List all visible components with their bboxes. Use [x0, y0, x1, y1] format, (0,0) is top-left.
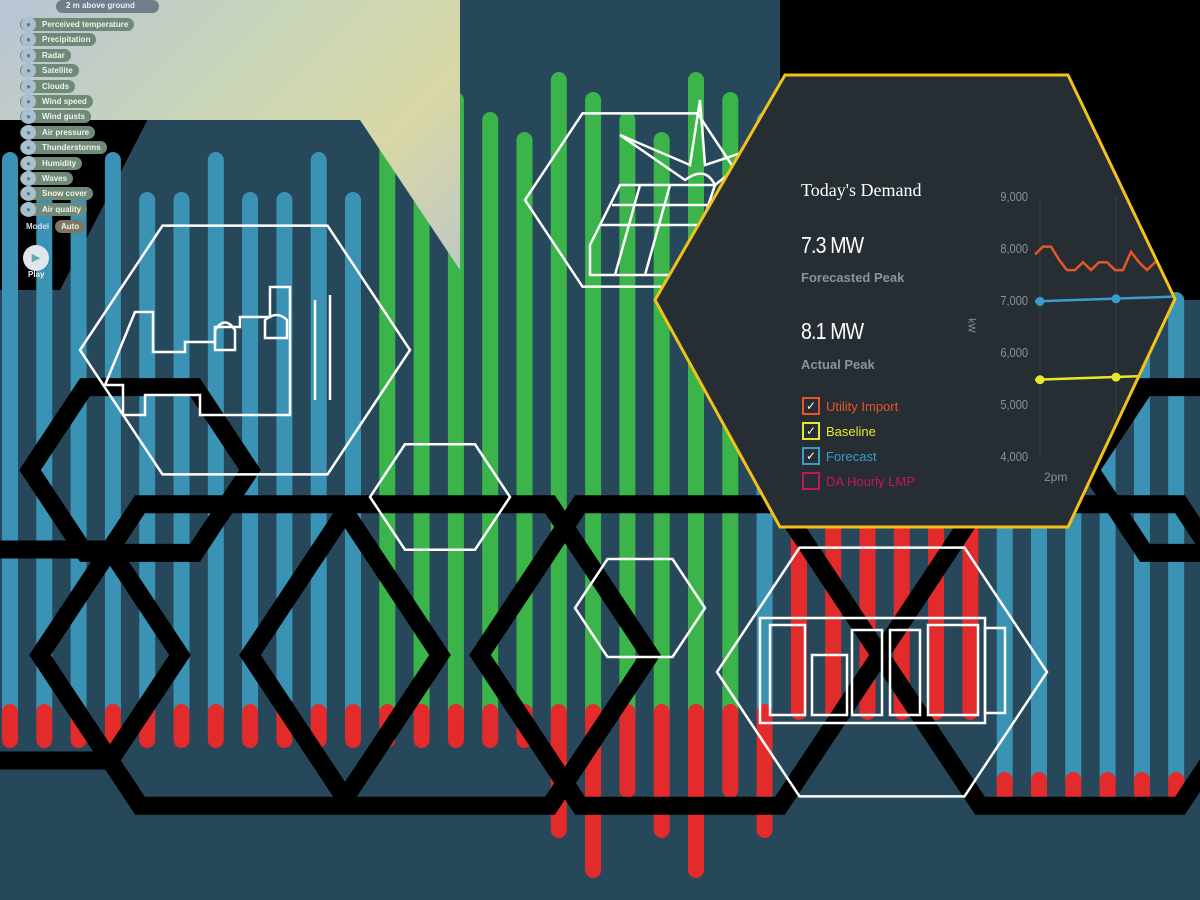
layer-icon: ● — [21, 186, 36, 202]
layer-item[interactable]: ● Air pressure — [20, 124, 96, 140]
layer-label: Waves — [42, 174, 68, 183]
layer-label: Wind gusts — [42, 112, 86, 122]
layer-item[interactable]: ● Humidity — [20, 155, 83, 171]
layer-icon: ● — [21, 63, 36, 79]
series-line — [1034, 294, 1176, 303]
layer-label: Precipitation — [42, 35, 91, 45]
layer-label: Clouds — [42, 81, 70, 91]
layer-item[interactable]: ● Perceived temperature — [20, 17, 135, 32]
layer-icon: ● — [21, 109, 36, 125]
layer-item[interactable]: ● Snow cover — [20, 186, 93, 202]
layer-icon: ● — [21, 201, 36, 217]
model-label: Model — [26, 222, 50, 231]
layer-label: Radar — [42, 50, 65, 60]
layer-icon: ● — [21, 140, 36, 156]
outline-hexagon — [715, 546, 1049, 798]
layer-item[interactable]: ● Waves — [20, 171, 74, 186]
layer-icon: ● — [21, 171, 36, 186]
outline-hexagon — [368, 443, 512, 551]
layer-item[interactable]: ● Wind speed — [20, 94, 93, 109]
layer-item[interactable]: ● Air quality — [20, 201, 88, 217]
layer-label: Air quality — [42, 204, 82, 214]
layer-icon: ● — [21, 78, 36, 94]
layer-item[interactable]: ● Precipitation — [20, 32, 97, 48]
layer-label: Humidity — [42, 158, 77, 168]
layer-icon: ● — [21, 32, 36, 48]
outline-hexagon — [573, 557, 707, 659]
layer-icon: ● — [21, 47, 36, 63]
layer-label: Perceived temperature — [42, 20, 129, 29]
weather-layer-menu: 2 m above ground ● Perceived temperature ●… — [0, 0, 460, 300]
layer-label: Air pressure — [42, 127, 90, 137]
layer-icon: ● — [21, 17, 36, 32]
layer-icon: ● — [21, 155, 36, 171]
layer-item[interactable]: ● Clouds — [20, 78, 76, 94]
series-line — [1034, 245, 1171, 272]
play-button[interactable]: ▶ — [23, 245, 49, 271]
model-select[interactable]: Auto — [55, 220, 86, 233]
layer-item[interactable]: ● Radar — [20, 47, 71, 63]
layer-icon: ● — [21, 124, 36, 140]
generator-icon — [103, 285, 332, 417]
layer-item[interactable]: ● Satellite — [20, 63, 79, 79]
honeycomb-cell — [869, 495, 1200, 815]
layer-label: Thunderstorms — [42, 143, 101, 153]
series-point — [1035, 375, 1045, 385]
honeycomb-cell — [19, 378, 261, 562]
layer-label: Wind speed — [42, 97, 87, 106]
honeycomb-cell — [239, 495, 661, 815]
outline-hexagon — [78, 224, 412, 476]
layer-icon: ● — [21, 94, 36, 109]
layer-label: Snow cover — [42, 189, 87, 199]
series-point — [1035, 296, 1045, 306]
level-dropdown[interactable]: 2 m above ground — [56, 0, 159, 13]
series-point — [1111, 294, 1121, 304]
layer-item[interactable]: ● Wind gusts — [20, 109, 92, 125]
play-label: Play — [28, 270, 45, 279]
series-point — [1111, 372, 1121, 382]
layer-label: Satellite — [42, 66, 73, 76]
layer-item[interactable]: ● Thunderstorms — [20, 140, 107, 156]
container-storage-icon — [758, 616, 1007, 725]
